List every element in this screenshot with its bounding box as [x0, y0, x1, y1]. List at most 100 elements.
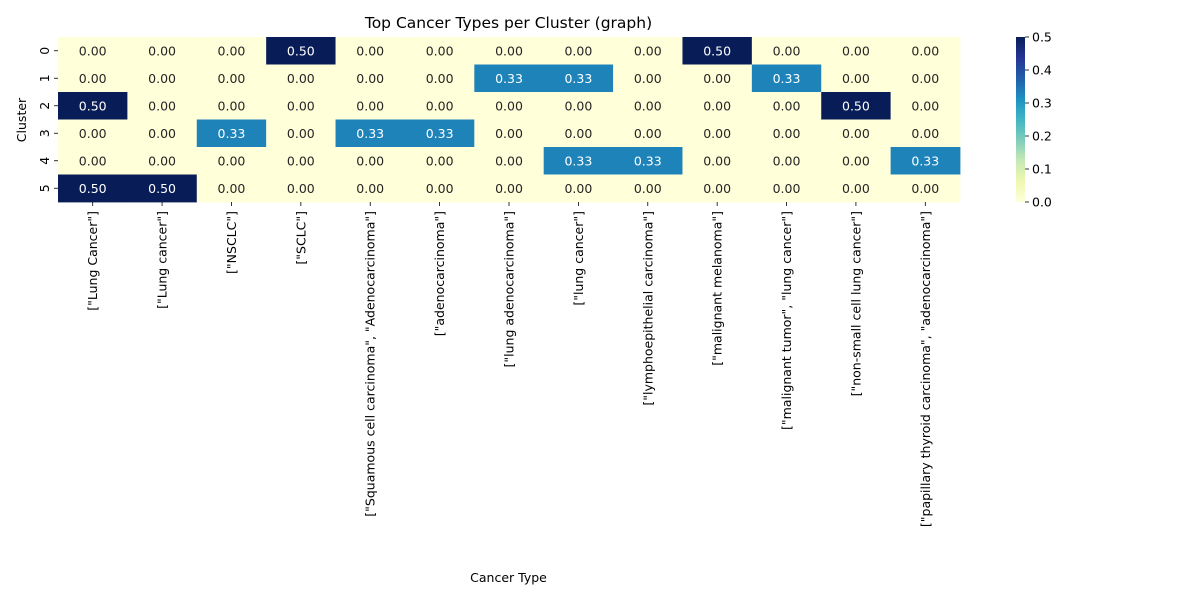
heatmap-cell [474, 147, 545, 175]
heatmap-cell-label: 0.50 [703, 43, 731, 58]
chart-title: Top Cancer Types per Cluster (graph) [364, 14, 652, 32]
y-tick-label: 4 [37, 157, 52, 165]
heatmap-cell [821, 174, 892, 203]
heatmap-cell [613, 92, 683, 120]
heatmap-cell-labels: 0.00 0.00 0.00 0.50 0.00 0.00 0.00 0.00 0.00 0.50… [79, 43, 939, 196]
heatmap-cell [474, 174, 545, 203]
heatmap-cell [266, 147, 336, 175]
heatmap-cell-label: 0.33 [911, 153, 939, 168]
heatmap-cell [127, 64, 198, 93]
heatmap-cell [266, 64, 336, 93]
heatmap-cell-label: 0.00 [79, 71, 107, 86]
heatmap-cell [682, 147, 753, 175]
x-tick-label: ["lung cancer"] [571, 211, 586, 306]
heatmap-cell [404, 64, 475, 93]
heatmap-cell-label: 0.33 [426, 126, 454, 141]
heatmap-cell-label: 0.00 [703, 153, 731, 168]
heatmap-cell [474, 37, 545, 65]
heatmap-cell [543, 119, 614, 148]
heatmap-cell-label: 0.00 [911, 181, 939, 196]
heatmap-cell-label: 0.00 [842, 71, 870, 86]
heatmap-cell-label: 0.00 [426, 71, 454, 86]
heatmap-cell [404, 147, 475, 175]
x-axis-label: Cancer Type [470, 570, 547, 585]
heatmap-cell-label: 0.00 [842, 126, 870, 141]
heatmap-cell-label: 0.00 [634, 126, 662, 141]
heatmap-cell-label: 0.00 [773, 98, 801, 113]
heatmap-cell [404, 37, 475, 65]
heatmap-cell-label: 0.00 [426, 153, 454, 168]
y-tick-label: 5 [37, 184, 52, 192]
heatmap-cell-label: 0.00 [287, 153, 315, 168]
heatmap-cell [58, 64, 128, 93]
heatmap-cell-label: 0.00 [495, 98, 523, 113]
y-axis-label: Cluster [14, 97, 29, 142]
heatmap-cell-label: 0.33 [564, 153, 592, 168]
heatmap-cell-label: 0.50 [287, 43, 315, 58]
heatmap-cell-label: 0.00 [79, 126, 107, 141]
heatmap-cell [751, 64, 822, 93]
heatmap-cell-label: 0.00 [426, 43, 454, 58]
heatmap-cell [890, 119, 961, 148]
heatmap-cell [751, 147, 822, 175]
heatmap-cell [266, 119, 336, 148]
colorbar-tick-label: 0.2 [1032, 129, 1052, 144]
heatmap-cell [266, 37, 336, 65]
x-tick-label: ["lymphoepithelial carcinoma"] [640, 211, 655, 406]
heatmap-cell-label: 0.00 [495, 153, 523, 168]
heatmap-cell [58, 37, 128, 65]
heatmap-cell-label: 0.00 [79, 153, 107, 168]
heatmap-cell [196, 174, 267, 203]
x-tick-label: ["Lung cancer"] [155, 211, 170, 309]
colorbar-tick-label: 0.5 [1032, 30, 1052, 45]
heatmap-cell-label: 0.00 [79, 43, 107, 58]
heatmap-cell-label: 0.00 [703, 98, 731, 113]
heatmap-cell [127, 92, 198, 120]
heatmap-cell-label: 0.33 [356, 126, 384, 141]
heatmap-cell-label: 0.00 [495, 43, 523, 58]
heatmap-cell-label: 0.00 [218, 181, 246, 196]
heatmap-cell [543, 92, 614, 120]
heatmap-cell-label: 0.00 [218, 43, 246, 58]
heatmap-cell-label: 0.00 [287, 126, 315, 141]
heatmap-cell-label: 0.00 [218, 98, 246, 113]
heatmap-cell [821, 92, 892, 120]
heatmap-cell-label: 0.00 [773, 181, 801, 196]
heatmap-cell-label: 0.00 [356, 153, 384, 168]
heatmap-cell-label: 0.00 [634, 71, 662, 86]
heatmap-cell-label: 0.00 [911, 98, 939, 113]
heatmap-cell-label: 0.00 [426, 181, 454, 196]
heatmap-cell-label: 0.00 [564, 43, 592, 58]
x-tick-label: ["lung adenocarcinoma"] [502, 211, 517, 367]
heatmap-cell-label: 0.00 [911, 43, 939, 58]
x-tick-label: ["malignant melanoma"] [710, 211, 725, 366]
heatmap-cell [682, 119, 753, 148]
heatmap-cell-label: 0.00 [356, 71, 384, 86]
heatmap-cell-label: 0.00 [842, 153, 870, 168]
heatmap-cell-label: 0.00 [495, 126, 523, 141]
heatmap-cell [543, 64, 614, 93]
heatmap-cell-label: 0.00 [148, 98, 176, 113]
colorbar-gradient [1016, 37, 1025, 202]
heatmap-cell [127, 119, 198, 148]
heatmap-cell-label: 0.50 [842, 98, 870, 113]
heatmap-cell-label: 0.00 [911, 126, 939, 141]
y-tick-label: 3 [37, 129, 52, 137]
heatmap-cell [404, 174, 475, 203]
heatmap-cell [474, 92, 545, 120]
heatmap-cell [613, 147, 683, 175]
heatmap-cell [890, 64, 961, 93]
heatmap-cell-label: 0.00 [148, 126, 176, 141]
x-tick-label: ["NSCLC"] [224, 211, 239, 274]
heatmap-cell [890, 147, 961, 175]
heatmap-cell-label: 0.00 [773, 43, 801, 58]
heatmap-cell-label: 0.50 [79, 181, 107, 196]
heatmap-cell-label: 0.00 [495, 181, 523, 196]
heatmap-cell-label: 0.33 [634, 153, 662, 168]
heatmap-cell [543, 37, 614, 65]
heatmap-cell-label: 0.00 [426, 98, 454, 113]
heatmap-cell [543, 147, 614, 175]
heatmap-cell-label: 0.33 [564, 71, 592, 86]
heatmap-cell [474, 64, 545, 93]
